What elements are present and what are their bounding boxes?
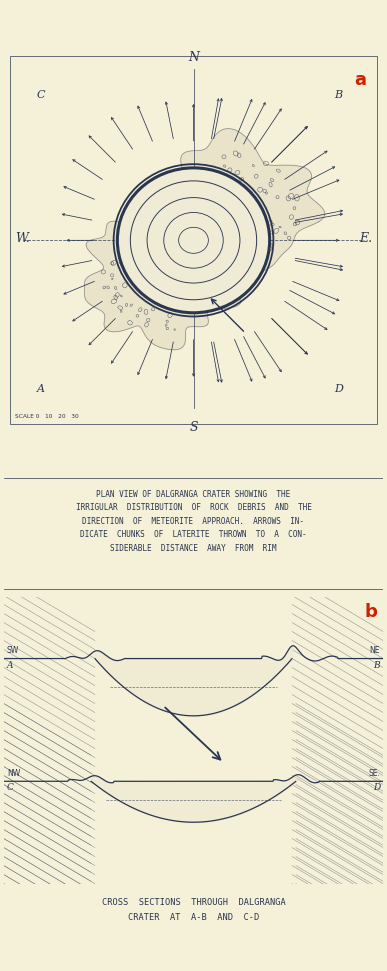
- Text: NW: NW: [7, 769, 20, 778]
- Text: A: A: [37, 384, 45, 394]
- Text: SE.: SE.: [368, 769, 380, 778]
- Text: A: A: [7, 660, 14, 670]
- Text: C: C: [7, 784, 14, 792]
- Text: a: a: [354, 71, 366, 89]
- Text: D: D: [334, 384, 343, 394]
- Text: S: S: [189, 420, 198, 433]
- Polygon shape: [150, 129, 325, 285]
- Text: SW: SW: [7, 647, 19, 655]
- Text: NE: NE: [370, 647, 380, 655]
- Text: W.: W.: [15, 232, 30, 245]
- Text: C: C: [37, 90, 45, 100]
- Text: B: B: [373, 660, 380, 670]
- Text: SCALE 0   10   20   30: SCALE 0 10 20 30: [15, 414, 79, 419]
- Text: PLAN VIEW OF DALGRANGA CRATER SHOWING  THE
IRRIGULAR  DISTRIBUTION  OF  ROCK  DE: PLAN VIEW OF DALGRANGA CRATER SHOWING TH…: [75, 489, 312, 552]
- Text: E.: E.: [359, 232, 372, 245]
- Text: B: B: [334, 90, 342, 100]
- Ellipse shape: [117, 168, 270, 313]
- Text: CROSS  SECTIONS  THROUGH  DALGRANGA
CRATER  AT  A-B  AND  C-D: CROSS SECTIONS THROUGH DALGRANGA CRATER …: [102, 897, 285, 921]
- Text: N: N: [188, 50, 199, 64]
- Polygon shape: [84, 216, 240, 350]
- Text: D: D: [373, 784, 380, 792]
- Text: b: b: [365, 603, 377, 621]
